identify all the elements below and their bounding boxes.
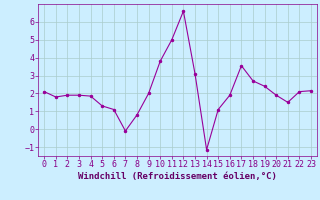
X-axis label: Windchill (Refroidissement éolien,°C): Windchill (Refroidissement éolien,°C) xyxy=(78,172,277,181)
